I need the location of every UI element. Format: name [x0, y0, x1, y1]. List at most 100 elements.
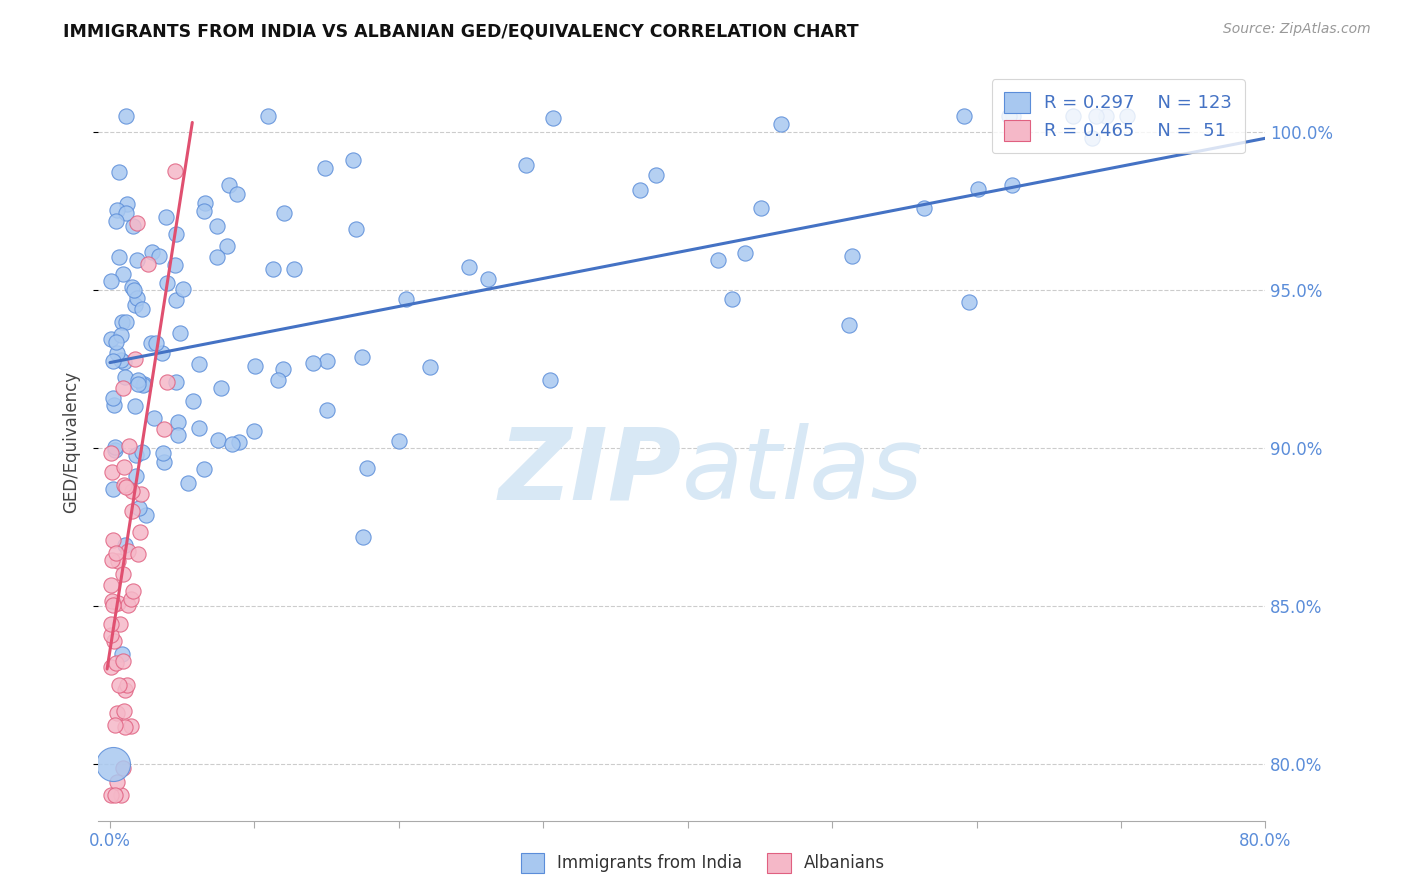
Point	[395, 293, 418, 307]
Point	[111, 647, 134, 661]
Point	[121, 219, 143, 234]
Point	[1001, 178, 1024, 192]
Point	[1081, 131, 1104, 145]
Point	[177, 475, 200, 490]
Point	[114, 370, 136, 384]
Point	[131, 445, 153, 459]
Point	[127, 376, 149, 391]
Point	[148, 249, 170, 263]
Point	[136, 256, 159, 270]
Point	[152, 455, 174, 469]
Point	[998, 109, 1021, 123]
Point	[100, 627, 122, 641]
Text: ZIP: ZIP	[499, 424, 682, 520]
Point	[205, 250, 228, 264]
Point	[125, 291, 148, 305]
Point	[104, 546, 127, 560]
Point	[734, 246, 756, 260]
Point	[187, 421, 209, 435]
Point	[112, 705, 135, 719]
Point	[267, 373, 290, 387]
Point	[100, 553, 122, 567]
Point	[131, 487, 153, 501]
Point	[644, 168, 666, 182]
Point	[127, 373, 149, 387]
Point	[115, 480, 138, 494]
Point	[108, 678, 131, 692]
Point	[101, 756, 124, 771]
Point	[100, 331, 122, 345]
Point	[127, 547, 149, 561]
Point	[152, 422, 174, 436]
Point	[245, 359, 267, 374]
Point	[187, 357, 209, 371]
Point	[541, 111, 564, 125]
Legend: Immigrants from India, Albanians: Immigrants from India, Albanians	[515, 847, 891, 880]
Point	[132, 377, 155, 392]
Point	[117, 598, 139, 612]
Point	[1002, 109, 1025, 123]
Point	[103, 391, 125, 405]
Point	[163, 258, 186, 272]
Point	[114, 720, 136, 734]
Point	[122, 583, 145, 598]
Point	[1084, 109, 1107, 123]
Point	[125, 253, 148, 268]
Point	[165, 227, 187, 242]
Y-axis label: GED/Equivalency: GED/Equivalency	[62, 370, 80, 513]
Point	[124, 298, 146, 312]
Point	[120, 719, 142, 733]
Point	[967, 182, 990, 196]
Point	[111, 315, 134, 329]
Text: Source: ZipAtlas.com: Source: ZipAtlas.com	[1223, 22, 1371, 37]
Point	[194, 196, 217, 211]
Point	[749, 201, 772, 215]
Point	[256, 109, 278, 123]
Point	[207, 433, 229, 447]
Point	[117, 544, 139, 558]
Point	[114, 683, 136, 698]
Point	[122, 283, 145, 297]
Point	[262, 262, 284, 277]
Point	[221, 437, 243, 451]
Point	[1095, 109, 1118, 123]
Point	[112, 566, 135, 581]
Point	[356, 461, 378, 475]
Point	[104, 789, 127, 803]
Point	[721, 292, 744, 306]
Point	[108, 250, 131, 264]
Point	[1062, 109, 1084, 123]
Point	[165, 375, 187, 389]
Point	[193, 462, 215, 476]
Point	[112, 654, 135, 668]
Point	[100, 660, 122, 674]
Point	[100, 617, 122, 632]
Point	[121, 504, 143, 518]
Point	[273, 362, 295, 376]
Point	[142, 410, 165, 425]
Point	[707, 252, 730, 267]
Point	[301, 356, 323, 370]
Point	[228, 434, 250, 449]
Point	[458, 260, 481, 275]
Point	[165, 293, 187, 307]
Point	[242, 424, 264, 438]
Point	[104, 443, 127, 458]
Point	[128, 501, 150, 516]
Point	[193, 203, 215, 218]
Point	[139, 336, 162, 351]
Point	[100, 578, 122, 592]
Point	[156, 276, 179, 290]
Point	[952, 109, 974, 123]
Point	[101, 465, 124, 479]
Point	[112, 477, 135, 491]
Point	[342, 153, 364, 167]
Point	[103, 399, 125, 413]
Point	[118, 439, 141, 453]
Point	[105, 706, 128, 720]
Point	[163, 164, 186, 178]
Point	[105, 203, 128, 218]
Point	[314, 161, 336, 175]
Point	[100, 593, 122, 607]
Point	[103, 482, 125, 496]
